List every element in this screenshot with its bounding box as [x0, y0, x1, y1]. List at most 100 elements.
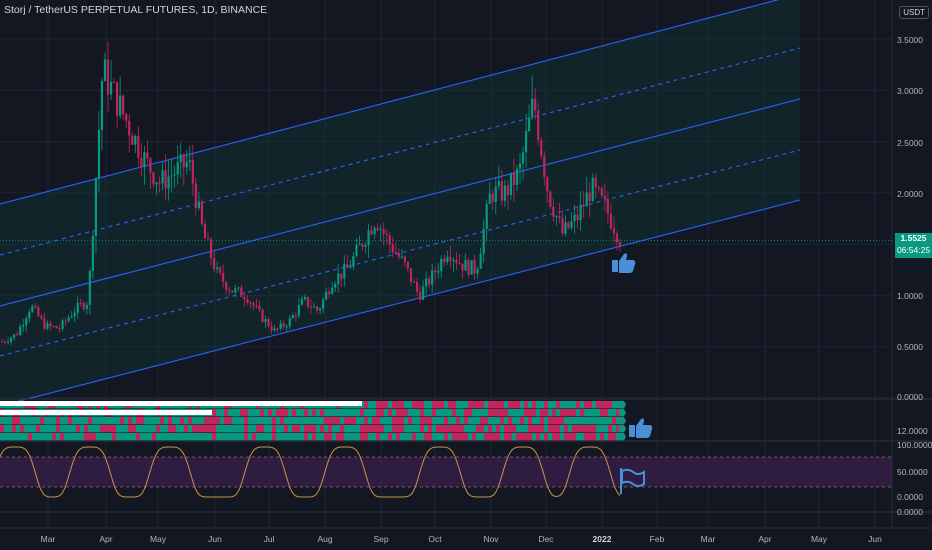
ribbon-cell [436, 417, 441, 425]
ribbon-cell [404, 401, 409, 409]
ribbon-cell [240, 425, 245, 433]
ribbon-cell [64, 417, 69, 425]
ribbon-cell [536, 425, 541, 433]
candle-body [455, 259, 458, 264]
ribbon-cell [428, 425, 433, 433]
ribbon-cell [416, 425, 421, 433]
ribbon-cell [252, 425, 257, 433]
candle-body [615, 233, 619, 243]
candle-body [391, 244, 394, 253]
ribbon-cell [28, 425, 33, 433]
ribbon-cell [520, 409, 525, 417]
ribbon-cell [512, 425, 517, 433]
ribbon-cell [340, 409, 345, 417]
candle-body [282, 323, 285, 327]
ribbon-cell [532, 409, 537, 417]
ribbon-cell [200, 425, 205, 433]
ribbon-cell [16, 433, 21, 441]
candlestick-series [0, 41, 892, 346]
candle-body [240, 287, 243, 298]
time-axis-label: Mar [700, 534, 716, 544]
ribbon-cell [388, 425, 393, 433]
ribbon-cell [384, 401, 389, 409]
currency-button[interactable]: USDT [899, 6, 929, 19]
ribbon-cell [160, 425, 165, 433]
ribbon-cell [472, 425, 477, 433]
ribbon-cap [618, 425, 626, 433]
ribbon-cell [380, 417, 385, 425]
candle-body [585, 192, 588, 207]
ribbon-cell [576, 401, 581, 409]
candle-body [415, 282, 419, 292]
ribbon-cell [456, 401, 461, 409]
ribbon-cell [108, 433, 113, 441]
ribbon-cell [548, 417, 553, 425]
candle-body [482, 228, 485, 254]
candle-body [164, 170, 167, 189]
ribbon-cell [296, 433, 301, 441]
candle-body [322, 299, 325, 309]
ribbon-cell [304, 409, 309, 417]
ribbon-cell [268, 409, 273, 417]
ribbon-cell [384, 425, 389, 433]
ribbon-cell [568, 401, 573, 409]
oscillator-pane [0, 446, 892, 498]
ribbon-cell [520, 433, 525, 441]
ribbon-cell [520, 425, 525, 433]
ribbon-cell [540, 417, 545, 425]
ribbon-cell [56, 417, 61, 425]
ribbon-cell [328, 409, 333, 417]
ribbon-cell [412, 425, 417, 433]
ribbon-cell [580, 433, 585, 441]
candle-body [173, 174, 176, 176]
ribbon-cell [288, 433, 293, 441]
candle-body [573, 214, 576, 222]
ribbon-cell [100, 417, 105, 425]
ribbon-cell [44, 425, 49, 433]
ribbon-cell [344, 425, 349, 433]
ribbon-cell [264, 425, 269, 433]
ribbon-cell [68, 417, 73, 425]
candle-body [370, 230, 373, 235]
candle-body [579, 204, 582, 221]
channel-midline [0, 149, 801, 357]
indicator-ribbon-pane [0, 401, 626, 441]
ribbon-cell [80, 425, 85, 433]
ribbon-cell [404, 409, 409, 417]
ribbon-cell [360, 433, 365, 441]
candle-body [358, 244, 361, 246]
ribbon-cell [444, 433, 449, 441]
ribbon-cell [184, 433, 189, 441]
time-axis-label: Jun [208, 534, 222, 544]
ribbon-cell [552, 409, 557, 417]
ribbon-cell [492, 433, 497, 441]
candle-body [215, 267, 219, 270]
ribbon-cell [232, 425, 237, 433]
ribbon-cell [420, 425, 425, 433]
ribbon-cell [36, 417, 41, 425]
candle-body [0, 341, 4, 343]
ribbon-cell [572, 409, 577, 417]
candle-body [561, 217, 564, 234]
ribbon-cell [476, 417, 481, 425]
ribbon-cell [208, 425, 213, 433]
ribbon-cell [560, 409, 565, 417]
ribbon-cell [296, 417, 301, 425]
candle-body [279, 323, 282, 329]
ribbon-cell [316, 409, 321, 417]
candle-body [343, 264, 346, 279]
ribbon-cell [280, 417, 285, 425]
ribbon-cell [560, 417, 565, 425]
ribbon-cell [192, 433, 197, 441]
ribbon-cell [96, 433, 101, 441]
ribbon-cell [292, 425, 297, 433]
ribbon-cell [124, 417, 129, 425]
candle-body [491, 193, 494, 202]
ribbon-cell [556, 425, 561, 433]
candle-body [206, 238, 210, 240]
ribbon-cell [428, 433, 433, 441]
ribbon-cell [364, 425, 369, 433]
ribbon-cell [588, 417, 593, 425]
candle-body [606, 199, 609, 214]
